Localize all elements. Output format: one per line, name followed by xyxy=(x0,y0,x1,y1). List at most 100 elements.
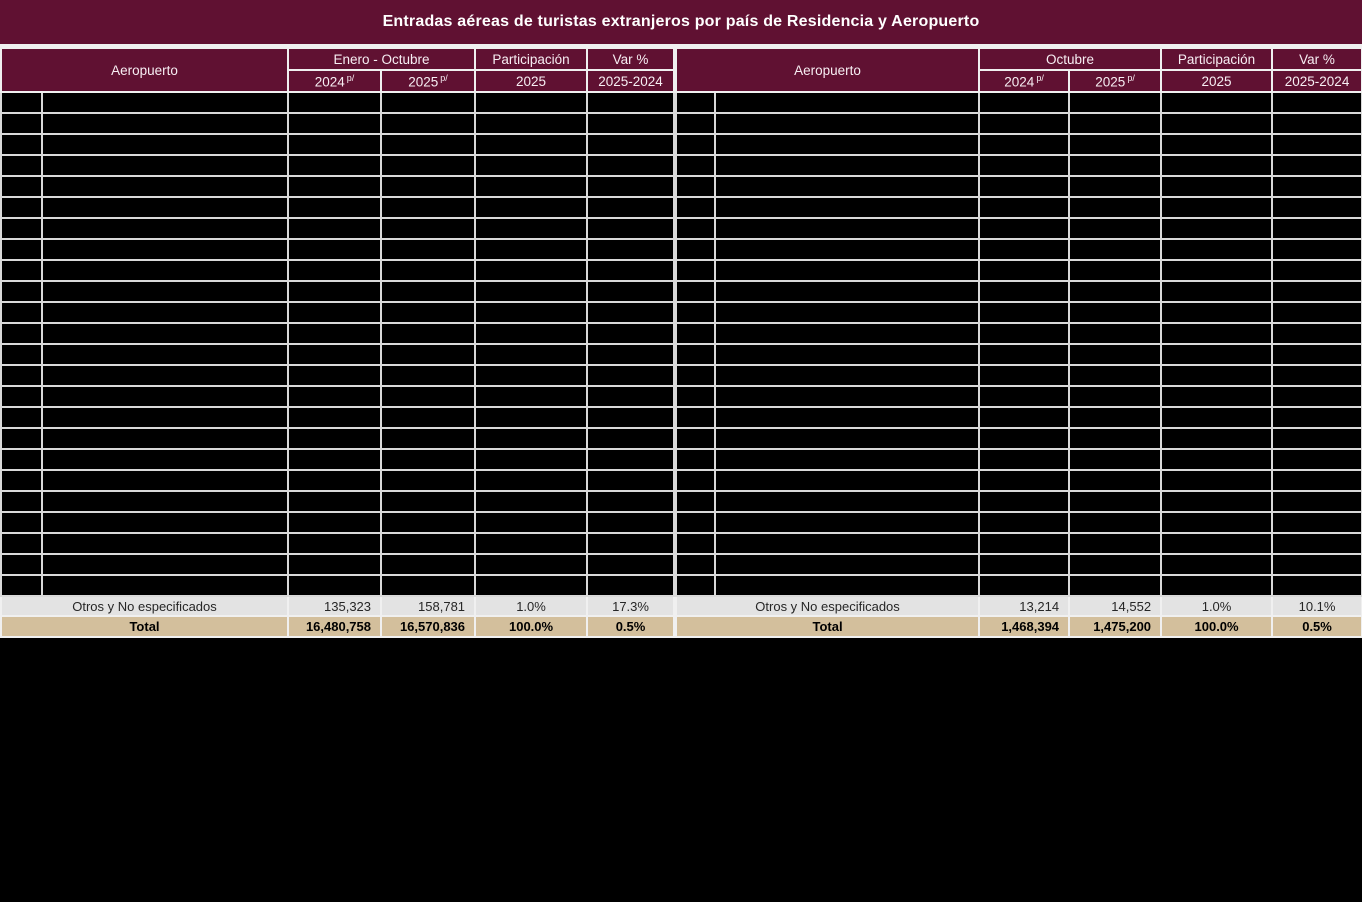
redacted-cell xyxy=(1271,448,1362,471)
redacted-cell xyxy=(675,385,717,408)
otros-label: Otros y No especificados xyxy=(0,595,290,617)
redacted-row xyxy=(0,364,676,387)
redacted-cell xyxy=(1068,133,1163,156)
redacted-cell xyxy=(287,385,383,408)
redacted-row xyxy=(0,280,676,303)
redacted-cell xyxy=(1160,133,1274,156)
redacted-cell xyxy=(978,406,1071,429)
period-group-header: Octubre xyxy=(978,47,1163,71)
redacted-cell xyxy=(0,238,43,261)
redacted-cell xyxy=(1160,217,1274,240)
preliminary-superscript: p/ xyxy=(1127,72,1135,83)
redacted-cell xyxy=(714,259,981,282)
redacted-cell xyxy=(0,322,43,345)
redacted-cell xyxy=(287,469,383,492)
redacted-footer-block xyxy=(0,638,1362,852)
arrivals-table-enero-octubre: Aeropuerto Enero - Octubre Participación… xyxy=(0,47,676,638)
redacted-cell xyxy=(978,427,1071,450)
redacted-cell xyxy=(978,385,1071,408)
redacted-cell xyxy=(0,490,43,513)
report-title: Entradas aéreas de turistas extranjeros … xyxy=(382,13,980,30)
redacted-cell xyxy=(287,553,383,576)
redacted-cell xyxy=(978,259,1071,282)
redacted-cell xyxy=(1160,322,1274,345)
redacted-cell xyxy=(380,133,477,156)
total-participation-value: 100.0% xyxy=(474,615,589,638)
redacted-cell xyxy=(380,448,477,471)
redacted-cell xyxy=(586,280,676,303)
redacted-cell xyxy=(0,175,43,198)
redacted-cell xyxy=(1271,364,1362,387)
redacted-cell xyxy=(1271,427,1362,450)
redacted-row xyxy=(675,91,1362,114)
redacted-cell xyxy=(714,469,981,492)
redacted-cell xyxy=(714,112,981,135)
redacted-cell xyxy=(40,133,290,156)
redacted-cell xyxy=(380,553,477,576)
redacted-cell xyxy=(714,406,981,429)
redacted-cell xyxy=(714,133,981,156)
redacted-cell xyxy=(1160,301,1274,324)
redacted-cell xyxy=(1271,175,1362,198)
otros-participation-value: 1.0% xyxy=(474,595,589,617)
redacted-cell xyxy=(1271,133,1362,156)
redacted-cell xyxy=(1068,364,1163,387)
redacted-cell xyxy=(1068,91,1163,114)
redacted-cell xyxy=(978,133,1071,156)
redacted-cell xyxy=(978,364,1071,387)
redacted-cell xyxy=(474,553,589,576)
redacted-cell xyxy=(1271,532,1362,555)
redacted-cell xyxy=(40,427,290,450)
redacted-cell xyxy=(474,427,589,450)
redacted-cell xyxy=(287,280,383,303)
redacted-cell xyxy=(40,301,290,324)
redacted-cell xyxy=(1271,490,1362,513)
total-2024-value: 1,468,394 xyxy=(978,615,1071,638)
redacted-cell xyxy=(675,553,717,576)
redacted-cell xyxy=(40,217,290,240)
redacted-cell xyxy=(1160,511,1274,534)
redacted-cell xyxy=(287,238,383,261)
redacted-cell xyxy=(287,511,383,534)
redacted-cell xyxy=(0,406,43,429)
redacted-row xyxy=(0,238,676,261)
redacted-cell xyxy=(40,532,290,555)
redacted-cell xyxy=(586,574,676,597)
redacted-cell xyxy=(287,427,383,450)
redacted-cell xyxy=(40,112,290,135)
redacted-cell xyxy=(40,154,290,177)
redacted-cell xyxy=(586,427,676,450)
redacted-cell xyxy=(978,553,1071,576)
redacted-cell xyxy=(1271,301,1362,324)
redacted-cell xyxy=(287,154,383,177)
otros-participation-value: 1.0% xyxy=(1160,595,1274,617)
arrivals-table-octubre: Aeropuerto Octubre Participación Var % 2… xyxy=(675,47,1362,638)
redacted-row xyxy=(675,133,1362,156)
redacted-cell xyxy=(1068,238,1163,261)
redacted-cell xyxy=(0,112,43,135)
redacted-cell xyxy=(675,448,717,471)
redacted-cell xyxy=(978,469,1071,492)
total-label: Total xyxy=(675,615,981,638)
redacted-cell xyxy=(287,343,383,366)
redacted-cell xyxy=(0,91,43,114)
redacted-cell xyxy=(978,322,1071,345)
redacted-cell xyxy=(675,490,717,513)
total-row: Total 16,480,758 16,570,836 100.0% 0.5% xyxy=(0,615,676,638)
redacted-cell xyxy=(474,364,589,387)
redacted-cell xyxy=(675,217,717,240)
redacted-cell xyxy=(474,301,589,324)
redacted-cell xyxy=(1271,91,1362,114)
redacted-cell xyxy=(1160,490,1274,513)
redacted-cell xyxy=(978,280,1071,303)
redacted-row xyxy=(0,196,676,219)
redacted-cell xyxy=(40,343,290,366)
redacted-cell xyxy=(40,490,290,513)
redacted-cell xyxy=(0,532,43,555)
redacted-cell xyxy=(380,280,477,303)
redacted-cell xyxy=(474,259,589,282)
redacted-row xyxy=(675,112,1362,135)
redacted-cell xyxy=(1068,406,1163,429)
redacted-cell xyxy=(0,385,43,408)
redacted-cell xyxy=(714,343,981,366)
